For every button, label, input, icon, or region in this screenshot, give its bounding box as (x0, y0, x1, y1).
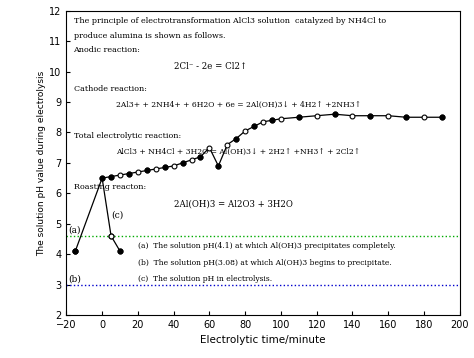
Text: Roasting reacton:: Roasting reacton: (73, 183, 146, 191)
Text: (a)  The solution pH(4.1) at which Al(OH)3 precipitates completely.: (a) The solution pH(4.1) at which Al(OH)… (138, 242, 396, 250)
Text: produce alumina is shown as follows.: produce alumina is shown as follows. (73, 32, 225, 40)
Y-axis label: The solution pH value during electrolysis: The solution pH value during electrolysi… (37, 70, 46, 256)
Text: (c)  The solution pH in electrolysis.: (c) The solution pH in electrolysis. (138, 276, 272, 284)
X-axis label: Electrolytic time/minute: Electrolytic time/minute (201, 335, 326, 345)
Text: 2Al(OH)3 = Al2O3 + 3H2O: 2Al(OH)3 = Al2O3 + 3H2O (173, 199, 292, 208)
Text: 2Cl⁻ - 2e = Cl2↑: 2Cl⁻ - 2e = Cl2↑ (173, 62, 247, 72)
Text: (b)  The solution pH(3.08) at which Al(OH)3 begins to precipitate.: (b) The solution pH(3.08) at which Al(OH… (138, 259, 392, 267)
Text: Total electrolytic reaction:: Total electrolytic reaction: (73, 132, 181, 140)
Text: 2Al3+ + 2NH4+ + 6H2O + 6e = 2Al(OH)3↓ + 4H2↑ +2NH3↑: 2Al3+ + 2NH4+ + 6H2O + 6e = 2Al(OH)3↓ + … (117, 101, 362, 108)
Text: (a): (a) (68, 226, 81, 234)
Text: (b): (b) (68, 274, 81, 283)
Text: The principle of electrotransformation AlCl3 solution  catalyzed by NH4Cl to: The principle of electrotransformation A… (73, 17, 386, 25)
Text: AlCl3 + NH4Cl + 3H2O = Al(OH)3↓ + 2H2↑ +NH3↑ + 2Cl2↑: AlCl3 + NH4Cl + 3H2O = Al(OH)3↓ + 2H2↑ +… (117, 147, 361, 156)
Text: Cathode reaction:: Cathode reaction: (73, 85, 146, 93)
Text: Anodic reaction:: Anodic reaction: (73, 46, 140, 54)
Text: (c): (c) (111, 210, 123, 219)
